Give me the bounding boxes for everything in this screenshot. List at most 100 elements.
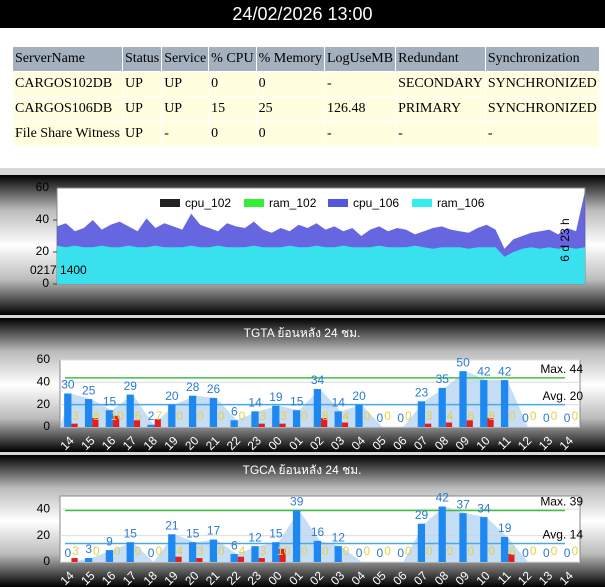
table-row: CARGOS106DB UP UP 15 25 126.48 PRIMARY SYNCHRON…	[12, 96, 600, 122]
header-row: ServerName Status Service% CPU% Memory LogU…	[12, 46, 600, 72]
value-label: 0	[65, 546, 72, 560]
cell: 0	[208, 121, 257, 147]
value-label: 39	[290, 495, 304, 509]
cell: UP	[121, 121, 163, 147]
value-label: 3	[259, 544, 266, 558]
value-label: 3	[259, 409, 266, 423]
value-label: 4	[239, 544, 246, 558]
value-label: 0	[467, 544, 474, 558]
bar-secondary	[508, 554, 515, 562]
value-label: 0	[363, 409, 370, 423]
bar	[438, 506, 446, 562]
bar	[168, 404, 176, 427]
value-label: 3	[280, 409, 287, 423]
bar	[480, 517, 488, 562]
legend-label: cpu_106	[353, 196, 399, 210]
bar	[230, 554, 238, 562]
value-label: 15	[186, 526, 200, 540]
value-label: 3	[426, 409, 433, 423]
value-label: 0	[509, 409, 516, 423]
value-label: 42	[477, 364, 491, 378]
bar	[105, 410, 114, 427]
bar	[313, 389, 322, 427]
value-label: 12	[332, 530, 346, 544]
cell: 126.48	[323, 96, 397, 122]
cell: -	[161, 121, 210, 147]
bar-secondary	[154, 419, 161, 427]
cell: CARGOS106DB	[12, 96, 123, 122]
value-label: 6	[231, 404, 238, 418]
value-label: 0	[447, 544, 454, 558]
bar-secondary	[279, 548, 286, 562]
cell: File Share Witness	[12, 121, 123, 147]
bar	[188, 395, 197, 427]
bar	[230, 420, 238, 427]
value-label: 9	[106, 534, 113, 548]
cell: -	[395, 121, 486, 147]
column-header: Synchronization	[484, 46, 600, 72]
y-tick-label: 20	[36, 244, 50, 258]
value-label: 15	[124, 526, 138, 540]
value-label: 0	[564, 546, 571, 560]
bar	[209, 539, 218, 562]
value-label: 29	[415, 508, 429, 522]
bar-secondary	[425, 423, 432, 427]
chart-title: TGCA ย้อนหลัง 24 ชม.	[243, 463, 362, 477]
value-label: 0	[397, 411, 404, 425]
value-label: 15	[269, 526, 283, 540]
value-label: 0	[426, 544, 433, 558]
value-label: 19	[269, 390, 283, 404]
bar	[292, 410, 301, 427]
bar	[500, 380, 509, 427]
table-row: File Share Witness UP -0 0- - -	[12, 121, 600, 147]
y-tick-label: 40	[37, 501, 51, 515]
value-label: 0	[197, 409, 204, 423]
bar	[64, 393, 72, 427]
annotation: 6 d 23 h	[558, 218, 572, 261]
bar-secondary	[487, 418, 494, 427]
bar-secondary	[113, 415, 120, 427]
bar	[84, 399, 93, 427]
value-label: 26	[207, 382, 221, 396]
value-label: 7	[155, 409, 162, 423]
bar-secondary	[279, 423, 286, 427]
value-label: 0	[343, 544, 350, 558]
value-label: 0	[405, 544, 412, 558]
y-tick-label: 60	[36, 180, 50, 194]
bar	[417, 523, 426, 562]
bar	[105, 550, 114, 562]
value-label: 6	[509, 544, 516, 558]
y-tick-label: 40	[37, 375, 51, 389]
value-label: 14	[332, 396, 346, 410]
bar	[126, 394, 134, 427]
table-row: CARGOS102DB UP UP 0 0- SECONDARY SYNCHRONIZED	[12, 71, 600, 97]
bar-secondary	[71, 558, 78, 562]
value-label: 0	[384, 409, 391, 423]
value-label: 6	[467, 409, 474, 423]
y-tick-label: 20	[37, 397, 51, 411]
avg-label: Avg. 20	[543, 389, 584, 403]
value-label: 23	[415, 385, 429, 399]
chart-title: TGTA ย้อนหลัง 24 ชม.	[244, 326, 361, 340]
cell: -	[323, 71, 397, 97]
bar	[334, 411, 342, 427]
y-tick-label: 40	[36, 212, 50, 226]
value-label: 0	[363, 544, 370, 558]
value-label: 0	[356, 546, 363, 560]
value-label: 50	[456, 355, 470, 369]
value-label: 19	[498, 521, 512, 535]
cell: UP	[121, 96, 163, 122]
value-label: 0	[239, 409, 246, 423]
value-label: 15	[290, 394, 304, 408]
cell: SECONDARY	[395, 71, 486, 97]
cell: PRIMARY	[395, 96, 486, 122]
annotation: 0217 1400	[30, 263, 87, 277]
value-label: 0	[322, 544, 329, 558]
bar-secondary	[133, 420, 141, 427]
value-label: 0	[377, 411, 384, 425]
value-label: 34	[477, 501, 491, 515]
cell: UP	[121, 71, 163, 97]
legend-label: ram_102	[269, 196, 317, 210]
